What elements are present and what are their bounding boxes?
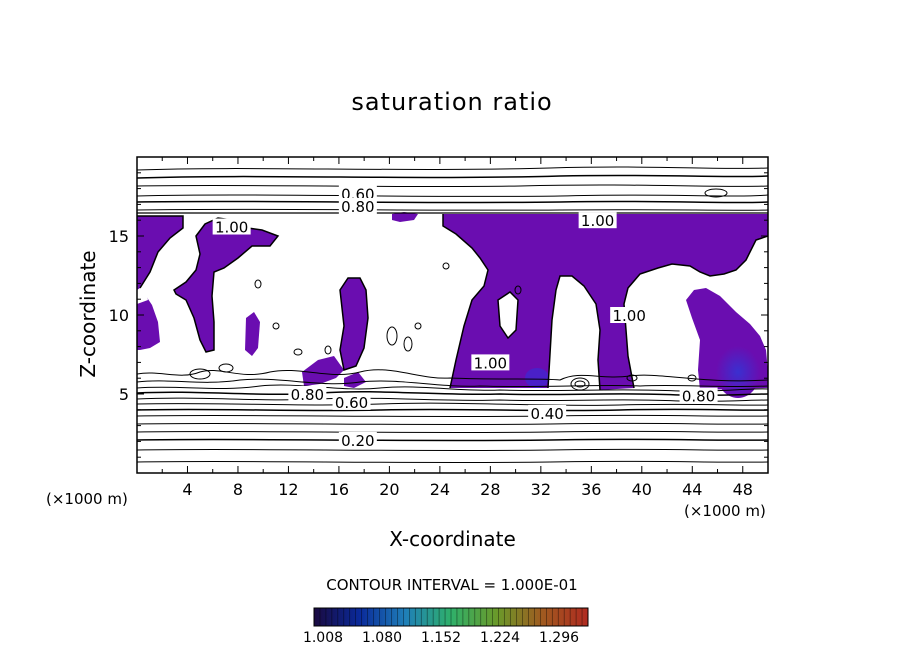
fill-region-right-blob	[716, 346, 760, 398]
contour-label: 0.80	[341, 198, 374, 216]
x-tick-label: 32	[531, 480, 551, 499]
supersaturation-fill	[137, 212, 768, 398]
x-unit-right: (×1000 m)	[684, 502, 766, 520]
contour-label-bg	[332, 393, 371, 410]
contour-label-bg	[578, 212, 617, 229]
contour-label: 0.60	[335, 394, 368, 412]
x-axis-ticks: 4 8 12 16 20 24 28 32 36 40 44 48	[161, 157, 769, 499]
x-tick-label: 16	[329, 480, 349, 499]
contour-label-bg	[528, 404, 567, 421]
x-tick-label: 28	[480, 480, 500, 499]
x-tick-label: 12	[278, 480, 298, 499]
colorbar-label: 1.224	[480, 630, 520, 646]
x-tick-label: 48	[733, 480, 753, 499]
x-tick-label: 40	[632, 480, 652, 499]
fill-region-left	[137, 216, 183, 350]
x-tick-label: 20	[379, 480, 399, 499]
contour-label-bg	[338, 431, 377, 448]
fill-hole	[498, 292, 518, 338]
colorbar-label: 1.008	[303, 630, 343, 646]
colorbar: 1.008 1.080 1.152 1.224 1.296	[303, 607, 589, 646]
chart-title: saturation ratio	[351, 88, 553, 116]
fill-region-small	[245, 312, 260, 356]
fill-hole	[137, 290, 148, 304]
x-tick-label: 24	[430, 480, 450, 499]
fill-region-lower2	[344, 372, 366, 388]
x-tick-label: 4	[182, 480, 192, 499]
colorbar-label: 1.296	[539, 630, 579, 646]
contour-label: 1.00	[581, 212, 614, 230]
contour-label: 0.80	[291, 386, 324, 404]
fill-hole	[760, 270, 768, 310]
x-tick-label: 36	[581, 480, 601, 499]
plot-frame	[136, 156, 769, 474]
fill-region-left-mid	[174, 218, 278, 352]
x-tick-label: 8	[233, 480, 243, 499]
y-tick-label: 5	[119, 385, 129, 404]
y-axis-ticks: 5 10 15	[109, 172, 768, 458]
contour-label-bg	[288, 386, 327, 402]
y-tick-label: 15	[109, 227, 129, 246]
fill-region-center	[340, 278, 368, 370]
contour-label-bg	[610, 307, 649, 323]
x-unit-left: (×1000 m)	[46, 490, 128, 508]
x-tick-label: 44	[682, 480, 702, 499]
contour-label: 0.80	[682, 388, 715, 406]
y-axis-label: Z-coordinate	[76, 250, 100, 378]
contour-label: 0.20	[341, 432, 374, 450]
fill-region-top-small	[392, 212, 418, 222]
contour-label: 0.40	[530, 405, 563, 423]
fill-region-right	[443, 214, 768, 390]
colorbar-label: 1.080	[362, 630, 402, 646]
y-tick-label: 10	[109, 306, 129, 325]
contour-label: 1.00	[215, 219, 248, 237]
fill-region-lower	[302, 356, 344, 386]
contour-label-bg	[338, 185, 377, 202]
contour-label-bg	[212, 218, 251, 235]
contour-label-bg	[471, 354, 510, 371]
x-axis-label: X-coordinate	[389, 527, 516, 551]
contour-labels: 0.600.801.00 1.001.001.000.80 0.600.400.80…	[212, 185, 718, 450]
contour-lines	[137, 166, 768, 464]
fill-region-mid-blob	[525, 368, 549, 388]
contour-label: 1.00	[474, 354, 507, 372]
contour-label-bg	[338, 197, 377, 214]
contour-label: 1.00	[612, 307, 645, 325]
contour-label-bg	[679, 387, 718, 404]
colorbar-label: 1.152	[421, 630, 461, 646]
contour-interval-text: CONTOUR INTERVAL = 1.000E-01	[326, 576, 578, 594]
